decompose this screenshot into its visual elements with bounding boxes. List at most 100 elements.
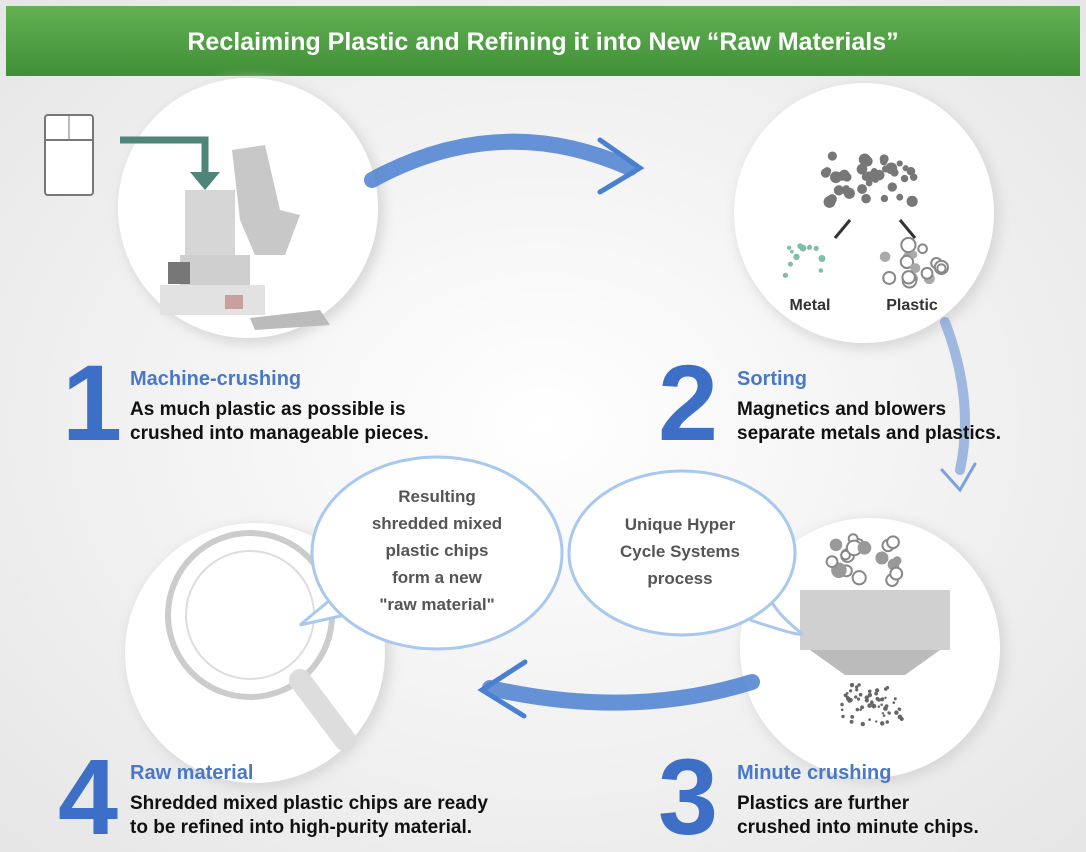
chip [887,711,891,715]
chip [849,719,854,724]
chip [861,155,873,167]
chip [896,193,904,201]
chip [900,236,917,254]
hopper [800,590,950,675]
chip [885,685,890,690]
chip [897,707,901,711]
chip [885,720,889,724]
chip [882,714,886,717]
chip [855,685,859,689]
chip [906,166,916,176]
chip [917,243,928,255]
chip [902,165,909,172]
crusher-illustration [44,114,330,330]
chip [869,700,874,705]
chip [892,701,896,704]
step-description: to be refined into high-purity material. [130,817,472,838]
step-description: Shredded mixed plastic chips are ready [130,793,488,814]
bubble-text: process [647,569,712,588]
step-description: separate metals and plastics. [737,423,1001,444]
chip [840,702,844,707]
bubble-text: "raw material" [379,595,494,614]
chip [840,708,844,712]
chip [906,195,918,207]
step-description: As much plastic as possible is [130,399,406,420]
bubble-text: plastic chips [386,541,489,560]
chip [827,151,837,161]
step-title: Machine-crushing [130,368,301,390]
chip [856,163,868,175]
chip [818,268,824,273]
chip [887,182,897,192]
chip [899,254,915,270]
step-description: Plastics are further [737,793,910,814]
bubble-text: form a new [392,568,483,587]
chip [860,705,865,710]
chip [893,697,897,701]
title: Reclaiming Plastic and Refining it into … [187,28,898,56]
chip [867,689,872,694]
chip [885,162,898,175]
chip [873,169,885,181]
step-title: Raw material [130,762,253,784]
chip [861,193,871,204]
chip [787,261,793,267]
step-number: 3 [658,736,718,852]
chip [886,535,900,550]
bubble-text: shredded mixed [372,514,502,533]
chip [855,707,860,712]
title-bar [6,6,1080,76]
step-title: Sorting [737,368,807,390]
chip [787,245,792,250]
step-description: crushed into minute chips. [737,817,979,838]
chip [855,688,859,692]
chip [847,696,851,700]
chip [857,541,872,555]
bubble-text: Cycle Systems [620,542,740,561]
chip [843,693,848,698]
chip [828,197,836,206]
chip [877,705,881,708]
chip [857,184,868,194]
chip [871,703,877,709]
arrows [364,133,977,719]
step-number: 4 [58,736,118,852]
chip [936,263,947,274]
chip [882,270,897,285]
chip [880,697,885,702]
chip [897,714,903,720]
chip [793,253,800,261]
chip [843,187,855,199]
step-number: 2 [658,342,718,463]
sort-label: Metal [790,297,831,314]
chip [909,250,918,259]
chip [849,689,853,693]
chip [864,698,869,703]
chip [920,266,934,280]
speech-bubbles [299,455,803,651]
sort-arrows [833,219,917,239]
chip [901,270,916,285]
chip [875,551,889,565]
chip [797,243,804,250]
chip [856,697,861,701]
chip [879,721,885,726]
chip [889,566,904,581]
chip [839,169,850,180]
chip [818,255,826,262]
chip [875,696,880,701]
chip [849,682,855,688]
step-description: crushed into manageable pieces. [130,423,429,444]
chip [884,696,887,700]
chip [874,691,879,696]
chip [884,704,889,708]
chip [910,263,921,274]
chip [790,249,794,254]
chip [820,168,831,178]
chip [825,555,839,569]
chip [857,683,861,687]
chip [859,708,862,711]
chip [867,703,872,708]
chip [900,174,909,183]
